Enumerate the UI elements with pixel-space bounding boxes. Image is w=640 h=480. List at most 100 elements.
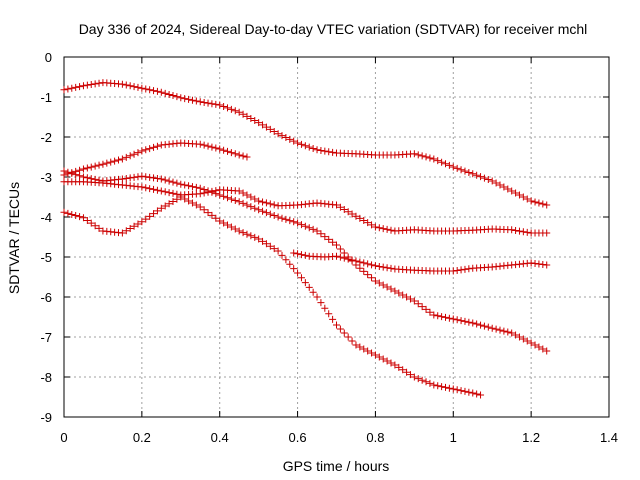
data-point-marker (235, 198, 243, 206)
data-point-marker (83, 81, 91, 89)
data-point-marker (305, 143, 313, 151)
data-point-marker (352, 341, 360, 349)
data-point-marker (348, 337, 356, 345)
data-point-marker (270, 128, 278, 136)
data-point-marker (286, 135, 294, 143)
data-point-marker (87, 219, 95, 227)
data-point-marker (395, 289, 403, 297)
data-point-marker (445, 314, 453, 322)
data-point-marker (76, 172, 84, 180)
axis-ticks: 0 0.2 0.4 0.6 0.8 1 1.2 1.4 0 -1 -2 -3 -4 -5 -6 -7 -8 -9 (40, 50, 618, 445)
data-point-marker (146, 145, 154, 153)
data-point-marker (208, 211, 216, 219)
data-point-marker (177, 180, 185, 188)
data-point-marker (220, 219, 228, 227)
data-point-marker (165, 189, 173, 197)
data-point-marker (418, 303, 426, 311)
data-point-marker (64, 85, 72, 93)
data-point-marker (344, 255, 352, 263)
data-point-marker (422, 305, 430, 313)
data-point-marker (344, 333, 352, 341)
data-point-marker (142, 215, 150, 223)
x-tick-label: 0.4 (211, 430, 229, 445)
y-axis-label: SDTVAR / TECUs (6, 182, 22, 294)
data-point-marker (200, 141, 208, 149)
data-point-marker (173, 179, 181, 187)
data-point-marker (527, 339, 535, 347)
data-point-marker (224, 221, 231, 229)
data-point-marker (286, 260, 294, 268)
data-point-marker (196, 203, 204, 211)
data-point-marker (356, 214, 364, 222)
series-track-6 (290, 249, 551, 275)
data-point-marker (461, 387, 469, 395)
data-point-marker (403, 368, 411, 376)
data-point-marker (519, 335, 527, 343)
x-tick-label: 0.8 (366, 430, 384, 445)
data-point-marker (204, 99, 212, 107)
data-point-marker (87, 175, 95, 183)
data-point-marker (442, 383, 449, 391)
data-point-marker (68, 210, 76, 218)
data-point-marker (259, 237, 267, 245)
data-point-marker (138, 183, 146, 191)
data-point-marker (266, 210, 274, 218)
x-tick-label: 1.4 (600, 430, 618, 445)
data-point-marker (161, 176, 169, 184)
data-point-marker (134, 173, 142, 181)
data-point-marker (434, 312, 442, 320)
data-point-marker (115, 156, 122, 164)
data-point-marker (212, 144, 220, 152)
data-point-marker (146, 86, 154, 94)
data-point-marker (99, 160, 107, 168)
data-point-marker (262, 240, 270, 248)
data-point-marker (146, 173, 154, 181)
data-point-marker (473, 320, 481, 328)
data-point-marker (406, 295, 414, 303)
data-point-marker (391, 361, 399, 369)
data-point-marker (531, 341, 539, 349)
data-point-marker (259, 198, 267, 206)
data-point-marker (519, 228, 527, 236)
data-point-marker (543, 229, 551, 237)
series-track-4 (60, 167, 551, 355)
data-point-marker (122, 81, 130, 89)
data-point-marker (453, 316, 461, 324)
data-point-marker (79, 173, 87, 181)
data-point-marker (79, 165, 87, 173)
data-point-marker (360, 345, 368, 353)
data-point-marker (76, 213, 84, 221)
data-point-marker (527, 197, 535, 205)
data-point-marker (309, 288, 317, 296)
data-point-marker (333, 321, 340, 329)
data-point-marker (512, 189, 520, 197)
data-point-marker (414, 300, 422, 308)
data-point-marker (262, 123, 270, 131)
data-point-marker (181, 95, 189, 103)
data-point-marker (297, 274, 305, 282)
plot-frame (63, 56, 610, 418)
data-point-marker (212, 190, 220, 198)
data-point-marker (91, 80, 99, 88)
data-point-marker (235, 151, 243, 159)
data-series (60, 79, 551, 399)
data-point-marker (251, 233, 259, 241)
data-point-marker (309, 144, 317, 152)
data-point-marker (142, 184, 150, 192)
data-point-marker (305, 224, 313, 232)
data-point-marker (484, 323, 492, 331)
data-point-marker (508, 329, 516, 337)
data-point-marker (192, 201, 200, 209)
chart-title: Day 336 of 2024, Sidereal Day-to-day VTE… (79, 21, 588, 37)
data-point-marker (150, 174, 158, 182)
data-point-marker (200, 98, 208, 106)
data-point-marker (224, 194, 231, 202)
data-point-marker (329, 315, 337, 323)
data-point-marker (469, 170, 477, 178)
data-point-marker (313, 293, 321, 301)
y-tick-label: -8 (40, 370, 52, 385)
data-point-marker (87, 163, 95, 171)
data-point-marker (196, 184, 204, 192)
data-point-marker (368, 274, 376, 282)
data-point-marker (313, 146, 321, 154)
